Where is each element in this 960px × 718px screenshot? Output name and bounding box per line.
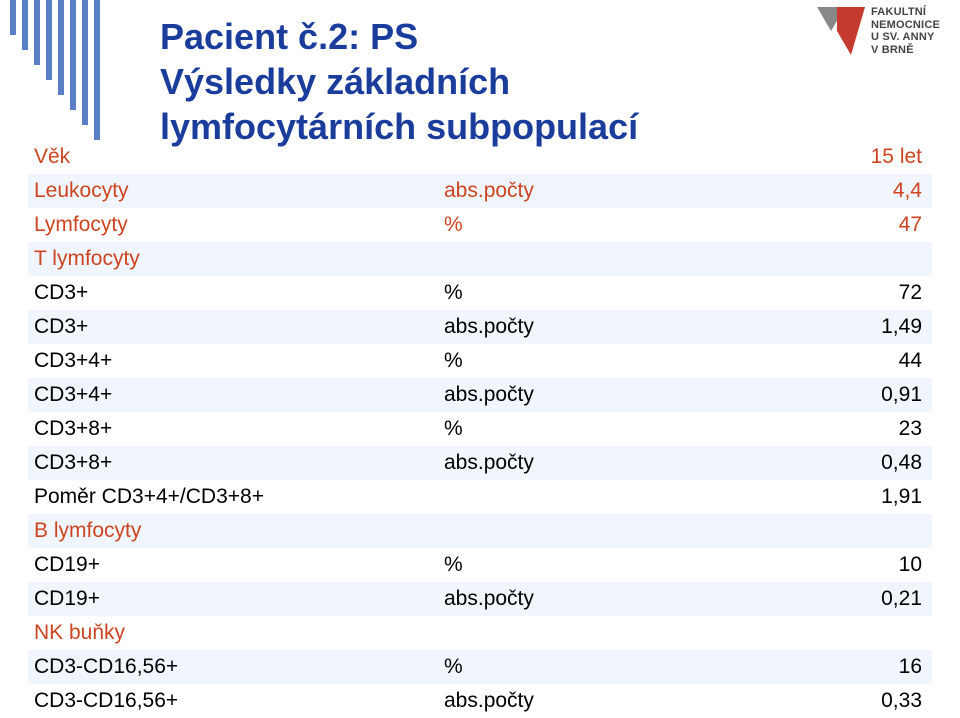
logo-line-1: FAKULTNÍ bbox=[871, 6, 940, 19]
row-label: Lymfocyty bbox=[28, 208, 438, 242]
row-value: 0,48 bbox=[658, 446, 932, 480]
row-unit bbox=[438, 242, 658, 276]
row-label: CD19+ bbox=[28, 548, 438, 582]
table-row: Lymfocyty%47 bbox=[28, 208, 932, 242]
row-label: CD3+4+ bbox=[28, 344, 438, 378]
row-unit: abs.počty bbox=[438, 174, 658, 208]
row-value: 16 bbox=[658, 650, 932, 684]
table-row: CD3+abs.počty1,49 bbox=[28, 310, 932, 344]
hospital-logo: FAKULTNÍ NEMOCNICE U SV. ANNY V BRNĚ bbox=[817, 6, 940, 57]
row-unit bbox=[438, 616, 658, 650]
row-label: CD3+8+ bbox=[28, 412, 438, 446]
table-row: CD3+%72 bbox=[28, 276, 932, 310]
table-row: CD3+8+%23 bbox=[28, 412, 932, 446]
logo-line-3: U SV. ANNY bbox=[871, 31, 940, 44]
title-line-2: Výsledky základních bbox=[160, 59, 638, 104]
row-label: CD3-CD16,56+ bbox=[28, 650, 438, 684]
row-unit bbox=[438, 480, 658, 514]
row-value bbox=[658, 242, 932, 276]
logo-line-2: NEMOCNICE bbox=[871, 19, 940, 32]
row-value: 47 bbox=[658, 208, 932, 242]
row-value: 0,33 bbox=[658, 684, 932, 718]
row-unit: % bbox=[438, 412, 658, 446]
table-row: T lymfocyty bbox=[28, 242, 932, 276]
table-row: CD3-CD16,56+abs.počty0,33 bbox=[28, 684, 932, 718]
table-row: Leukocytyabs.počty4,4 bbox=[28, 174, 932, 208]
table-row: CD19+abs.počty0,21 bbox=[28, 582, 932, 616]
row-label: CD3+ bbox=[28, 310, 438, 344]
row-unit: abs.počty bbox=[438, 684, 658, 718]
row-unit: % bbox=[438, 650, 658, 684]
row-unit: % bbox=[438, 276, 658, 310]
row-value: 0,91 bbox=[658, 378, 932, 412]
row-unit bbox=[438, 140, 658, 174]
table-row: CD19+%10 bbox=[28, 548, 932, 582]
row-label: CD3+8+ bbox=[28, 446, 438, 480]
row-label: NK buňky bbox=[28, 616, 438, 650]
table-row: CD3+8+abs.počty0,48 bbox=[28, 446, 932, 480]
row-value: 15 let bbox=[658, 140, 932, 174]
row-label: Leukocyty bbox=[28, 174, 438, 208]
table-row: Poměr CD3+4+/CD3+8+ 1,91 bbox=[28, 480, 932, 514]
row-unit: abs.počty bbox=[438, 310, 658, 344]
row-value: 4,4 bbox=[658, 174, 932, 208]
row-value: 10 bbox=[658, 548, 932, 582]
row-unit bbox=[438, 514, 658, 548]
row-value: 1,91 bbox=[658, 480, 932, 514]
page-title: Pacient č.2: PS Výsledky základních lymf… bbox=[160, 14, 638, 149]
table-row: NK buňky bbox=[28, 616, 932, 650]
table-row: CD3+4+%44 bbox=[28, 344, 932, 378]
row-label: Věk bbox=[28, 140, 438, 174]
row-value: 1,49 bbox=[658, 310, 932, 344]
table-row: CD3-CD16,56+%16 bbox=[28, 650, 932, 684]
logo-mark-icon bbox=[817, 7, 865, 55]
row-label: CD3-CD16,56+ bbox=[28, 684, 438, 718]
row-unit: abs.počty bbox=[438, 582, 658, 616]
row-unit: % bbox=[438, 208, 658, 242]
row-label: CD3+4+ bbox=[28, 378, 438, 412]
row-label: Poměr CD3+4+/CD3+8+ bbox=[28, 480, 438, 514]
table-row: Věk 15 let bbox=[28, 140, 932, 174]
row-label: T lymfocyty bbox=[28, 242, 438, 276]
row-value: 23 bbox=[658, 412, 932, 446]
row-unit: % bbox=[438, 548, 658, 582]
row-value bbox=[658, 514, 932, 548]
row-value bbox=[658, 616, 932, 650]
table-row: CD3+4+abs.počty0,91 bbox=[28, 378, 932, 412]
row-label: CD3+ bbox=[28, 276, 438, 310]
row-unit: % bbox=[438, 344, 658, 378]
table-row: B lymfocyty bbox=[28, 514, 932, 548]
logo-text: FAKULTNÍ NEMOCNICE U SV. ANNY V BRNĚ bbox=[871, 6, 940, 57]
row-value: 44 bbox=[658, 344, 932, 378]
row-label: CD19+ bbox=[28, 582, 438, 616]
results-table: Věk15 letLeukocytyabs.počty4,4Lymfocyty%… bbox=[28, 140, 932, 718]
row-unit: abs.počty bbox=[438, 446, 658, 480]
row-value: 72 bbox=[658, 276, 932, 310]
decoration-stripes bbox=[0, 0, 120, 140]
title-line-1: Pacient č.2: PS bbox=[160, 14, 638, 59]
logo-line-4: V BRNĚ bbox=[871, 44, 940, 57]
row-value: 0,21 bbox=[658, 582, 932, 616]
row-unit: abs.počty bbox=[438, 378, 658, 412]
row-label: B lymfocyty bbox=[28, 514, 438, 548]
